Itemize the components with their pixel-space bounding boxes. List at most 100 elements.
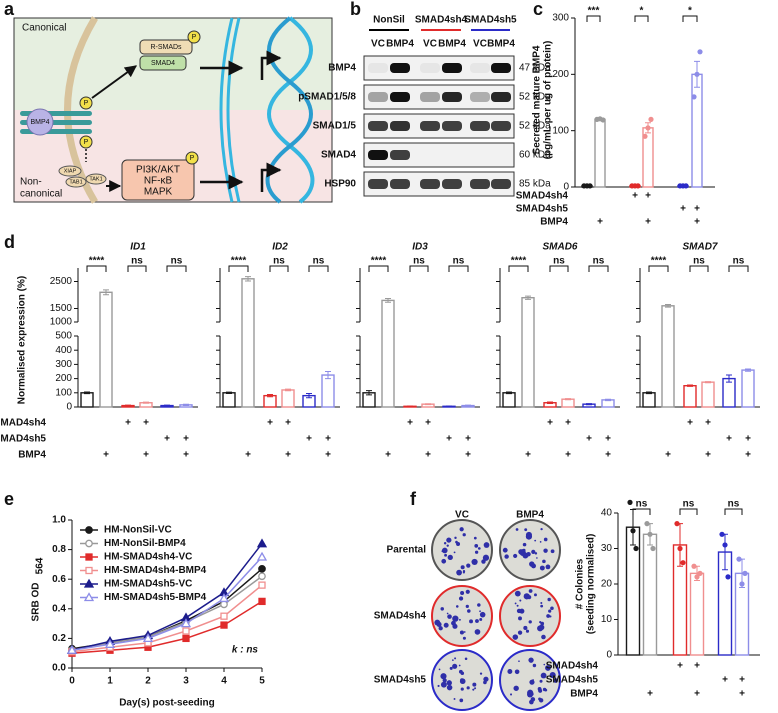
y-axis-label: (seeding normalised) — [586, 534, 597, 635]
canonical-label: Canonical — [22, 23, 66, 34]
significance-bracket — [269, 265, 289, 272]
y-tick-label: 0 — [66, 402, 72, 413]
error-bar — [425, 403, 431, 406]
colony — [522, 542, 527, 547]
ligand-label: BMP4 — [30, 119, 49, 126]
y-tick-label: 2500 — [50, 276, 73, 287]
non-canonical-label: Non- — [20, 177, 42, 188]
error-bar — [745, 368, 751, 372]
bar — [691, 73, 703, 188]
blot-strip — [363, 142, 515, 168]
significance-bracket — [409, 265, 429, 272]
colony — [533, 593, 537, 597]
legend-marker — [85, 526, 93, 534]
condition-mark: + — [565, 418, 571, 429]
condition-mark: + — [694, 204, 700, 215]
significance-bracket — [634, 15, 649, 22]
colony — [532, 663, 537, 668]
marker — [258, 581, 266, 589]
colony — [529, 561, 535, 567]
colony — [440, 673, 447, 680]
chart-title: ID3 — [412, 242, 428, 253]
band — [390, 121, 410, 131]
panel-label: f — [410, 489, 417, 509]
bar — [683, 385, 697, 408]
band — [470, 63, 490, 73]
significance-label: ns — [453, 256, 465, 267]
condition-mark: + — [597, 217, 603, 228]
significance-label: ns — [131, 256, 143, 267]
colony — [546, 614, 551, 618]
significance-label: ns — [728, 499, 740, 510]
colony — [534, 552, 538, 555]
condition-mark: + — [425, 450, 431, 461]
chart-title: SMAD6 — [542, 242, 577, 253]
colony — [537, 625, 544, 632]
colony — [479, 672, 483, 675]
colony — [525, 629, 530, 633]
condition-mark: + — [694, 217, 700, 228]
colony — [455, 540, 458, 544]
colony — [446, 612, 449, 615]
colony — [462, 636, 466, 640]
legend-marker — [83, 578, 95, 588]
error-bar — [366, 390, 372, 396]
band — [368, 92, 388, 102]
colony — [518, 616, 522, 621]
panel-label: b — [350, 0, 361, 19]
protein-label: SMAD4 — [321, 150, 356, 161]
colony — [460, 671, 465, 676]
colony — [507, 669, 513, 674]
colony — [452, 615, 459, 622]
colony — [472, 682, 477, 687]
condition-mark: + — [525, 450, 531, 461]
bar — [701, 381, 715, 408]
series-line — [71, 556, 263, 651]
colony — [455, 605, 459, 608]
pathway: MAPK — [144, 187, 173, 198]
legend-label: HM-SMAD4sh5-VC — [104, 579, 192, 590]
colony — [545, 564, 551, 570]
colony — [438, 668, 441, 671]
condition-mark: + — [726, 434, 732, 445]
data-point — [739, 581, 745, 587]
colony — [479, 617, 483, 621]
significance-bracket — [368, 265, 389, 272]
significance-label: **** — [371, 256, 387, 267]
error-bar — [586, 403, 592, 406]
significance-bracket — [308, 265, 329, 272]
data-point — [683, 183, 689, 189]
error-bar — [267, 394, 273, 398]
condition-label: SMAD4sh4 — [516, 191, 569, 202]
y-axis-label-subscript: 564 — [35, 557, 46, 574]
y-tick-label: 10 — [601, 614, 613, 625]
band — [390, 92, 410, 102]
group-label: SMAD4sh4 — [415, 15, 468, 26]
band — [390, 179, 410, 189]
condition-mark: + — [245, 450, 251, 461]
bar — [561, 398, 575, 408]
bar — [241, 278, 255, 408]
colony — [437, 684, 440, 688]
condition-mark: + — [645, 191, 651, 202]
condition-mark: + — [632, 191, 638, 202]
chart-title: ID2 — [272, 242, 288, 253]
lane-label: BMP4 — [487, 39, 515, 50]
y-tick-label: 200 — [552, 69, 569, 80]
y-axis-label: Normalised expression (%) — [17, 276, 28, 404]
error-bar — [325, 371, 331, 380]
colony — [458, 618, 461, 621]
lane-label: VC — [371, 39, 385, 50]
significance-label: ns — [636, 499, 648, 510]
colony — [550, 549, 555, 554]
significance-bracket — [127, 265, 147, 272]
significance-bracket — [682, 15, 698, 22]
condition-mark: + — [385, 450, 391, 461]
bar — [594, 118, 606, 188]
protein-label: SMAD1/5 — [313, 121, 357, 132]
x-tick-label: 5 — [259, 676, 265, 687]
colony — [446, 537, 452, 543]
colony — [454, 536, 457, 540]
plate-row-label: Parental — [387, 545, 427, 556]
significance-bracket — [448, 265, 469, 272]
